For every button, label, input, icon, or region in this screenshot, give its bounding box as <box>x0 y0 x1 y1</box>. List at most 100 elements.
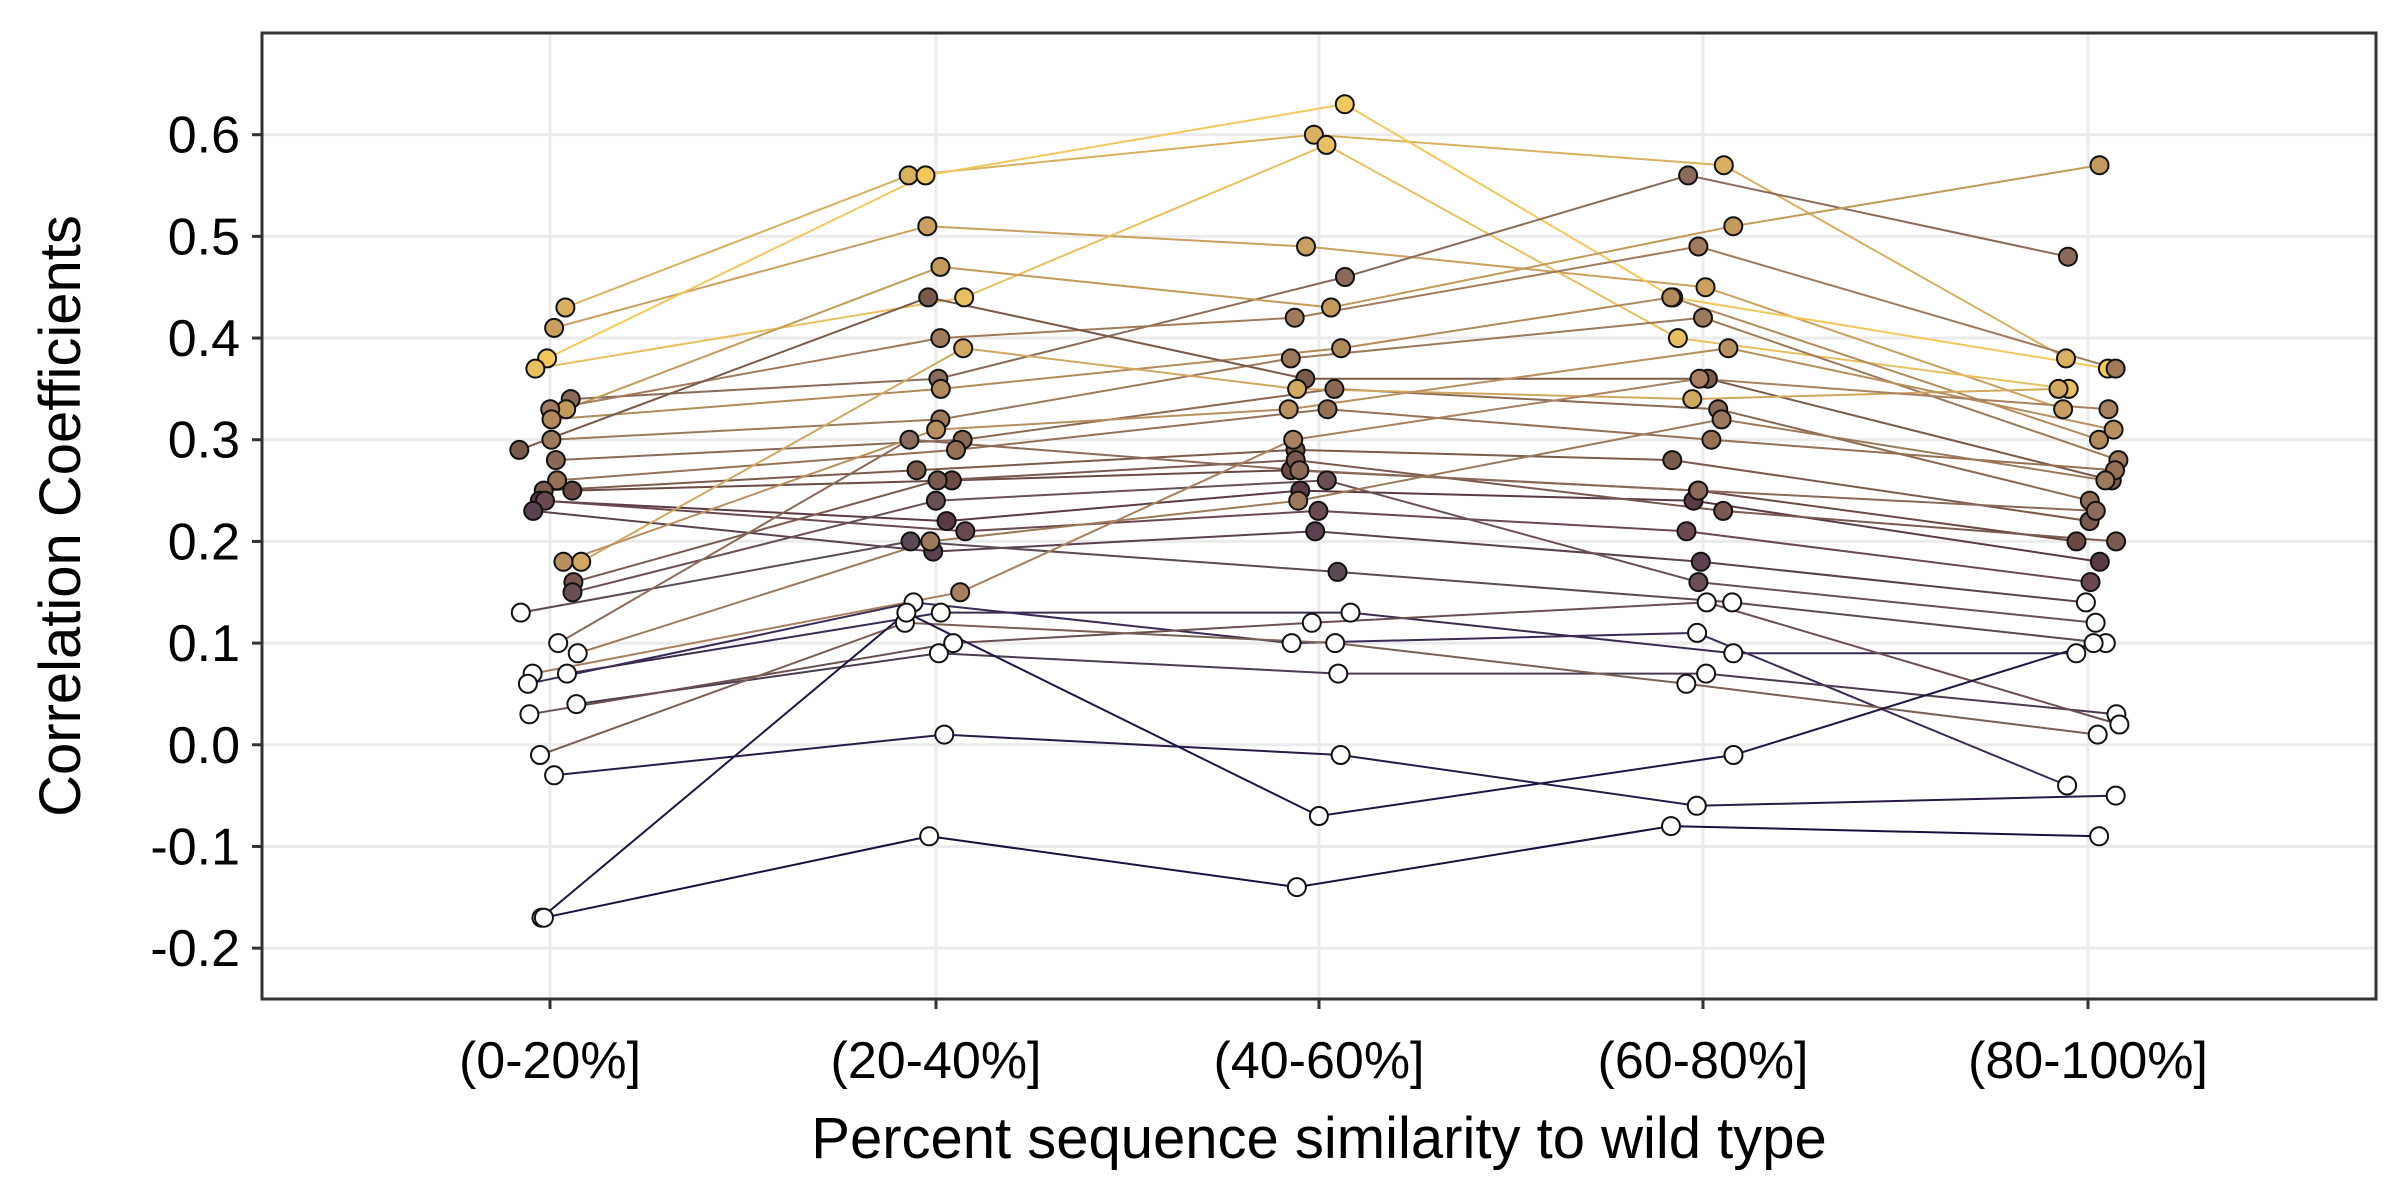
data-point <box>1676 673 1697 694</box>
data-point <box>1688 572 1709 593</box>
data-point <box>1688 236 1709 257</box>
data-point <box>2105 358 2126 379</box>
data-point <box>955 521 976 542</box>
x-tick-label: (20-40%] <box>831 1032 1042 1090</box>
data-point <box>571 551 592 572</box>
y-tick-label: 0.4 <box>168 310 240 368</box>
data-point <box>946 439 966 460</box>
data-point <box>2087 724 2108 745</box>
data-point <box>541 429 562 450</box>
data-point <box>1331 338 1352 359</box>
data-point <box>1283 429 1304 450</box>
data-point <box>1296 236 1316 257</box>
data-point <box>533 907 554 928</box>
data-point <box>1288 490 1309 511</box>
x-tick-label: (0-20%] <box>459 1032 641 1090</box>
data-point <box>1723 745 1744 765</box>
data-point <box>2085 612 2106 633</box>
data-point <box>517 673 538 694</box>
data-point <box>544 317 565 338</box>
data-point <box>1287 378 1308 399</box>
data-point <box>930 256 951 277</box>
data-point <box>2089 826 2110 847</box>
series-line <box>573 459 2117 584</box>
data-points <box>509 94 2130 928</box>
data-point <box>547 470 568 491</box>
data-point <box>925 490 946 511</box>
data-point <box>1693 307 1713 328</box>
data-point <box>1330 745 1351 765</box>
data-point <box>936 511 957 532</box>
data-point <box>1682 389 1703 410</box>
data-point <box>523 500 544 521</box>
data-point <box>900 531 921 552</box>
data-point <box>525 358 546 379</box>
data-point <box>530 745 550 765</box>
series-line <box>565 164 2100 411</box>
y-tick-label: 0.6 <box>168 107 240 165</box>
data-point <box>943 633 964 654</box>
data-point <box>2098 399 2119 420</box>
data-point <box>1689 368 1710 389</box>
data-point <box>2105 785 2126 806</box>
data-point <box>2095 470 2116 491</box>
data-point <box>541 409 562 430</box>
data-point <box>920 531 941 552</box>
data-point <box>1667 328 1688 349</box>
data-point <box>1678 165 1699 186</box>
data-point <box>926 419 947 440</box>
data-point <box>510 602 531 623</box>
x-tick-label: (80-100%] <box>1968 1032 2208 1090</box>
data-point <box>906 460 927 481</box>
data-point <box>1661 287 1682 308</box>
data-point <box>915 165 936 186</box>
data-point <box>2056 348 2076 369</box>
data-point <box>1687 622 1708 643</box>
data-point <box>566 694 587 715</box>
data-point <box>899 429 920 450</box>
data-point <box>548 633 569 654</box>
data-point <box>1327 561 1348 582</box>
data-point <box>544 765 565 786</box>
y-tick-label: 0.5 <box>168 208 240 266</box>
data-point <box>1316 470 1337 491</box>
x-axis: (0-20%] (20-40%] (40-60%] (60-80%] (80-100%] <box>459 999 2208 1090</box>
series-line <box>576 652 2117 716</box>
data-point <box>1289 460 1310 481</box>
data-point <box>1281 633 1302 654</box>
data-point <box>1308 500 1329 521</box>
data-point <box>2109 714 2130 735</box>
data-point <box>954 287 975 308</box>
data-point <box>555 297 576 318</box>
data-point <box>1328 663 1349 684</box>
data-point <box>930 328 951 349</box>
data-point <box>1713 155 1734 176</box>
series-line <box>543 825 2100 919</box>
data-point <box>1334 94 1355 115</box>
data-point <box>1284 307 1305 328</box>
y-tick-label: 0.3 <box>168 412 240 470</box>
data-point <box>557 663 577 684</box>
data-point <box>1688 480 1709 501</box>
data-point <box>1317 399 1338 420</box>
data-point <box>562 582 583 603</box>
y-axis-title: Correlation Coefficients <box>28 215 93 817</box>
data-point <box>2053 399 2074 420</box>
x-tick-label: (60-80%] <box>1598 1032 1809 1090</box>
data-point <box>509 439 530 460</box>
data-point <box>950 582 971 603</box>
data-point <box>919 826 940 847</box>
data-point <box>898 165 919 186</box>
data-point <box>1722 592 1743 613</box>
data-point <box>2066 531 2087 552</box>
data-point <box>930 378 951 399</box>
data-point <box>930 602 951 623</box>
data-point <box>2106 531 2127 552</box>
data-point <box>2075 592 2096 613</box>
data-point <box>1701 429 1722 450</box>
data-point <box>1686 795 1707 816</box>
data-point <box>2080 572 2101 593</box>
data-point <box>1661 816 1681 837</box>
data-point <box>553 551 574 572</box>
